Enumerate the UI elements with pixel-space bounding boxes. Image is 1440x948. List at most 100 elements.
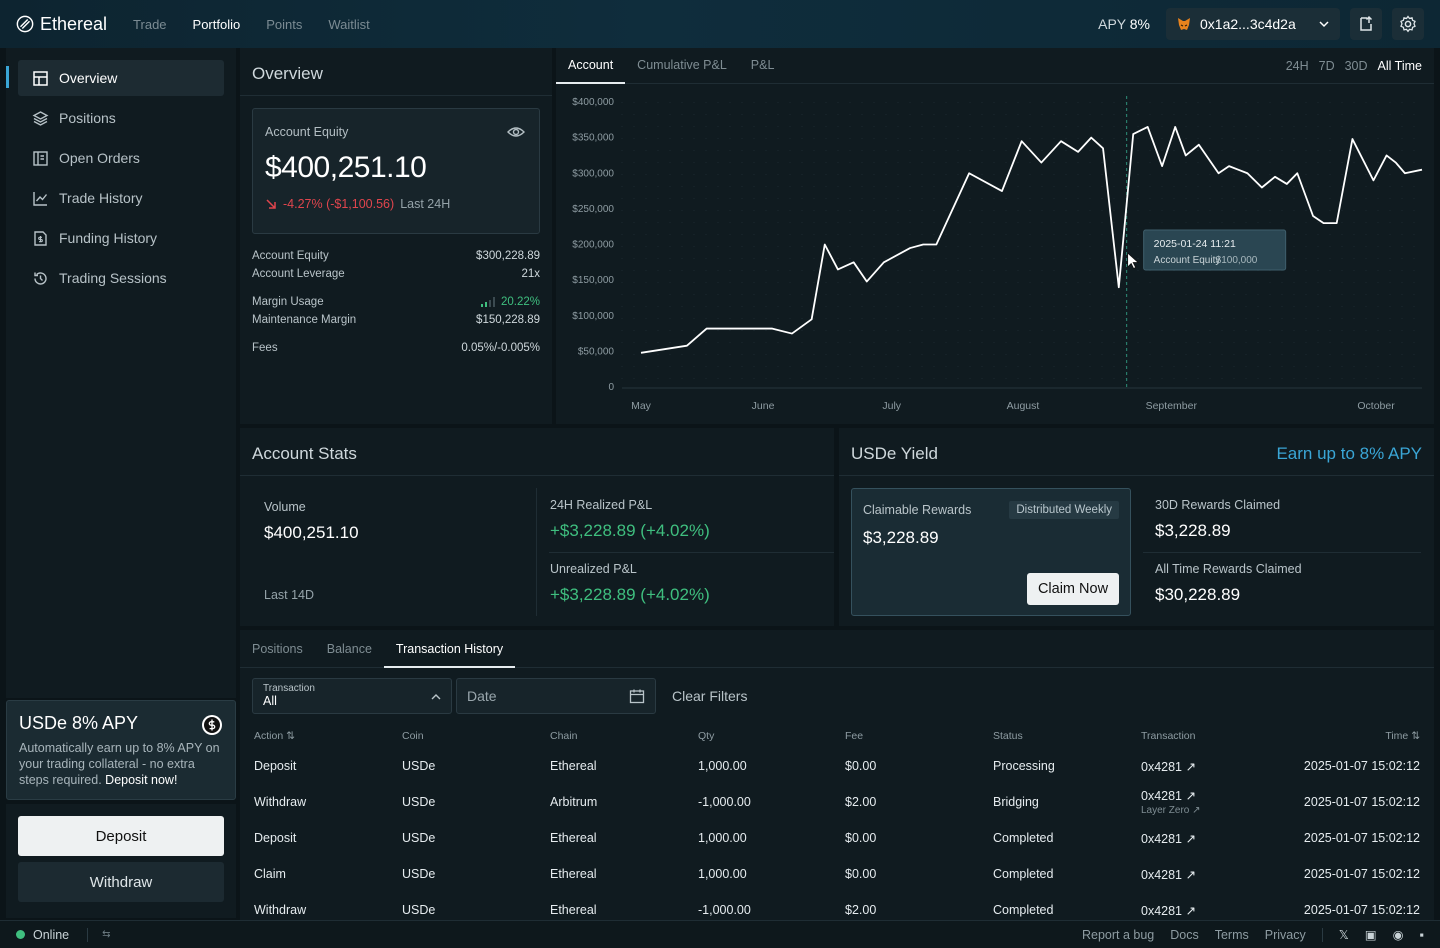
y-tick-label: $200,000: [572, 240, 614, 251]
claimed-30d-value: $3,228.89: [1155, 521, 1231, 540]
apy-indicator: APY 8%: [1098, 16, 1150, 32]
column-header-time[interactable]: Time ⇅: [1385, 730, 1420, 742]
divider: [1321, 927, 1323, 942]
lock-icon[interactable]: ▪: [1419, 927, 1424, 942]
range-30d[interactable]: 30D: [1344, 59, 1368, 73]
column-header-action[interactable]: Action ⇅: [254, 730, 295, 742]
docs-link[interactable]: Docs: [1170, 927, 1199, 942]
claimable-value: $3,228.89: [863, 528, 939, 547]
sidebar-item-open-orders[interactable]: Open Orders: [18, 140, 224, 176]
y-tick-label: $250,000: [572, 204, 614, 215]
bridge-link[interactable]: Layer Zero ↗: [1141, 805, 1201, 816]
cell-time: 2025-01-07 15:02:12: [1303, 903, 1420, 917]
connection-status: Online: [33, 927, 70, 942]
tab-cumulative-pnl[interactable]: Cumulative P&L: [637, 58, 727, 72]
column-header-qty: Qty: [698, 730, 715, 742]
sidebar-item-trade-history[interactable]: Trade History: [18, 180, 224, 216]
logo[interactable]: Ethereal: [16, 14, 107, 35]
cell-time: 2025-01-07 15:02:12: [1303, 795, 1420, 809]
nav-waitlist[interactable]: Waitlist: [328, 16, 370, 32]
sidebar-actions: Deposit Withdraw: [6, 804, 236, 918]
chart-tooltip: [1143, 229, 1287, 271]
cell-time: 2025-01-07 15:02:12: [1303, 759, 1420, 773]
cell-fee: $2.00: [845, 903, 877, 917]
promo-deposit-link[interactable]: Deposit now!: [105, 773, 178, 787]
sidebar-item-funding-history[interactable]: Funding History: [18, 220, 224, 256]
nav-trade[interactable]: Trade: [133, 16, 167, 32]
range-24h[interactable]: 24H: [1285, 59, 1309, 73]
y-tick-label: $150,000: [572, 275, 614, 286]
privacy-link[interactable]: Privacy: [1264, 927, 1306, 942]
cell-transaction[interactable]: 0x4281 ↗: [1141, 759, 1196, 774]
cell-transaction[interactable]: 0x4281 ↗: [1141, 903, 1196, 918]
deposit-button[interactable]: Deposit: [18, 816, 224, 856]
terms-link[interactable]: Terms: [1214, 927, 1249, 942]
transaction-link[interactable]: 0x4281 ↗: [1141, 760, 1196, 774]
nav-points[interactable]: Points: [266, 16, 303, 32]
volume-period: Last 14D: [264, 588, 315, 602]
tab-pnl[interactable]: P&L: [750, 58, 775, 72]
cell-transaction[interactable]: 0x4281 ↗: [1141, 831, 1196, 846]
tab-positions[interactable]: Positions: [252, 642, 303, 656]
sidebar-item-trading-sessions[interactable]: Trading Sessions: [18, 260, 224, 296]
sidebar-item-positions[interactable]: Positions: [18, 100, 224, 136]
account-equity-chart[interactable]: 0 $50,000 $100,000 $150,000 $200,000 $250,000…: [556, 88, 1434, 424]
clear-filters-button[interactable]: Clear Filters: [672, 688, 748, 704]
apy-label: APY: [1098, 16, 1126, 32]
x-tick-label: June: [752, 400, 775, 412]
github-icon[interactable]: ◉: [1392, 928, 1404, 942]
settings-button[interactable]: [1392, 8, 1424, 40]
cell-status: Bridging: [993, 795, 1039, 809]
withdraw-button[interactable]: Withdraw: [18, 862, 224, 902]
x-icon[interactable]: 𝕏: [1338, 928, 1349, 942]
chevron-down-icon: [1319, 21, 1329, 28]
change-value: -4.27% (-$1,100.56): [283, 197, 395, 211]
volume-label: Volume: [264, 500, 306, 514]
cell-action: Deposit: [254, 759, 297, 773]
export-button[interactable]: [1350, 8, 1382, 40]
sidebar-item-label: Trade History: [59, 190, 143, 206]
cell-transaction[interactable]: 0x4281 ↗: [1141, 867, 1196, 882]
calendar-icon: [629, 689, 645, 704]
promo-text: Automatically earn up to 8% APY on your …: [19, 740, 223, 788]
report-bug-link[interactable]: Report a bug: [1081, 927, 1155, 942]
volume-value: $400,251.10: [264, 523, 359, 542]
claimed-all-value: $30,228.89: [1155, 585, 1241, 604]
cell-status: Completed: [993, 867, 1054, 881]
nav-portfolio[interactable]: Portfolio: [192, 16, 241, 32]
stat-label: Maintenance Margin: [252, 314, 357, 326]
cell-transaction[interactable]: 0x4281 ↗ Layer Zero ↗: [1141, 788, 1201, 816]
cell-coin: USDe: [402, 759, 436, 773]
transaction-link[interactable]: 0x4281 ↗: [1141, 904, 1196, 918]
tab-transaction-history[interactable]: Transaction History: [383, 630, 516, 668]
realized-pnl-label: 24H Realized P&L: [550, 498, 653, 512]
earn-apy-link[interactable]: Earn up to 8% APY: [1276, 444, 1422, 463]
footer: Online ⇆ Report a bug Docs Terms Privacy…: [0, 920, 1440, 948]
transaction-type-select[interactable]: Transaction All: [252, 678, 452, 714]
transaction-link[interactable]: 0x4281 ↗: [1141, 789, 1196, 803]
tab-account[interactable]: Account: [556, 48, 626, 84]
transaction-link[interactable]: 0x4281 ↗: [1141, 832, 1196, 846]
active-indicator: [6, 66, 9, 88]
apy-value: 8%: [1129, 16, 1150, 32]
stat-value: $300,228.89: [476, 250, 540, 262]
sidebar-item-overview[interactable]: Overview: [18, 60, 224, 96]
x-tick-label: August: [1007, 400, 1040, 412]
chat-icon[interactable]: ▣: [1364, 928, 1377, 942]
date-filter-input[interactable]: Date: [456, 678, 656, 714]
divider: [87, 927, 89, 942]
y-tick-label: $300,000: [572, 168, 614, 179]
range-all-time[interactable]: All Time: [1377, 59, 1422, 73]
tab-balance[interactable]: Balance: [326, 642, 372, 656]
cell-qty: 1,000.00: [698, 867, 747, 881]
eye-icon[interactable]: [507, 125, 525, 139]
transaction-link[interactable]: 0x4281 ↗: [1141, 868, 1196, 882]
claim-now-button[interactable]: Claim Now: [1027, 573, 1119, 605]
stat-value: 20.22%: [480, 296, 540, 308]
cell-fee: $0.00: [845, 831, 877, 845]
range-7d[interactable]: 7D: [1318, 59, 1335, 73]
wallet-button[interactable]: 0x1a2...3c4d2a: [1166, 8, 1340, 40]
unrealized-pnl-value: +$3,228.89 (+4.02%): [550, 585, 710, 604]
x-tick-label: July: [882, 400, 901, 412]
equity-value: $400,251.10: [265, 151, 427, 184]
